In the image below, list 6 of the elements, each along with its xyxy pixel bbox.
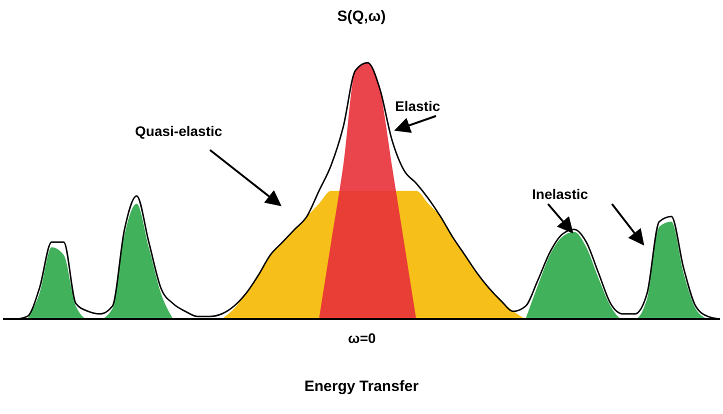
text: ω=0 — [348, 330, 376, 346]
annotation: Inelastic — [532, 186, 588, 202]
annotation: Elastic — [395, 98, 440, 114]
annotation: Quasi-elastic — [135, 123, 222, 139]
chart-title: S(Q,ω) — [336, 8, 387, 25]
x-axis-title: Energy Transfer — [303, 378, 420, 395]
